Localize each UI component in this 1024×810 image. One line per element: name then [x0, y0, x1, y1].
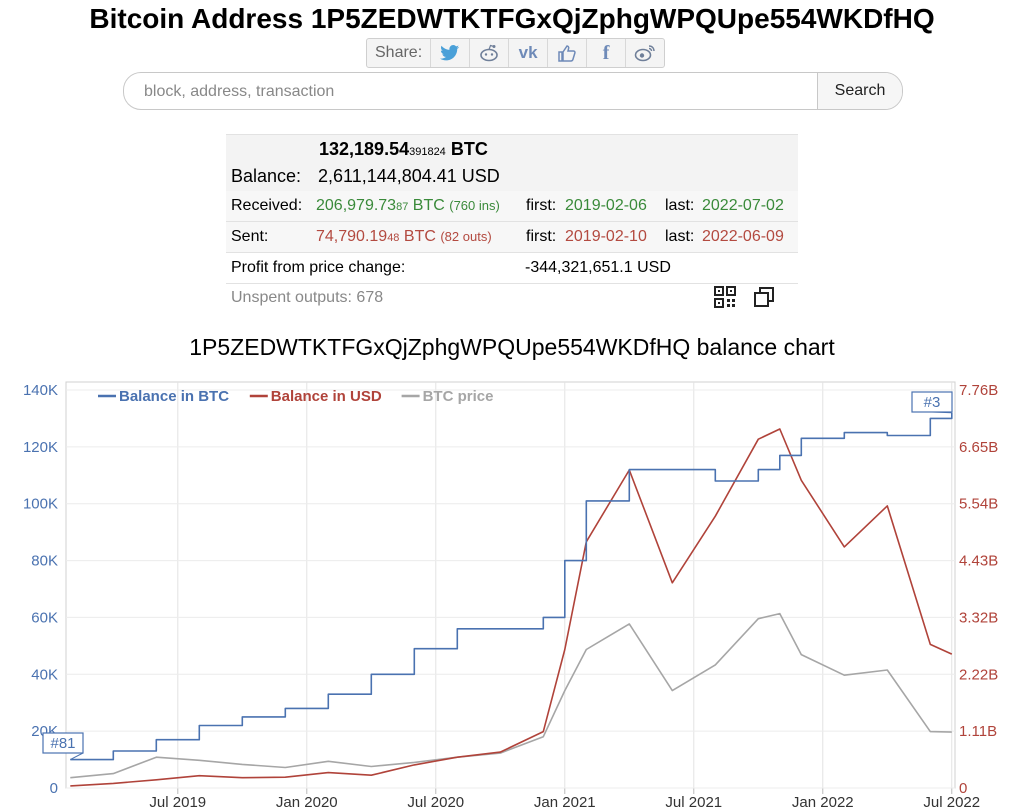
- flag-pointer: [70, 752, 84, 761]
- unspent-outputs[interactable]: Unspent outputs: 678: [231, 289, 384, 306]
- unspent-row: Unspent outputs: 678: [226, 284, 798, 314]
- y-right-tick-label: 5.54B: [959, 496, 998, 513]
- profit-value: -344,321,651.1 USD: [525, 259, 671, 276]
- series-line-btc-price: [70, 612, 952, 779]
- search-box: Search: [123, 72, 903, 110]
- profit-label: Profit from price change:: [231, 259, 406, 276]
- legend-item[interactable]: Balance in BTC: [98, 388, 229, 405]
- x-tick-label: Jul 2022: [923, 794, 980, 810]
- legend-label: Balance in USD: [271, 388, 382, 405]
- y-left-tick-label: 40K: [31, 666, 58, 683]
- sent-main: 74,790.19: [316, 228, 388, 245]
- series-line-balance-in-usd: [70, 428, 953, 787]
- y-right-tick-label: 1.11B: [959, 723, 997, 740]
- balance-btc-fraction: 391824: [409, 146, 446, 158]
- flag-label: #3: [924, 394, 941, 411]
- flag-label: #81: [50, 735, 75, 752]
- y-right-tick-label: 3.32B: [959, 609, 998, 626]
- weibo-icon[interactable]: [626, 39, 664, 67]
- received-row: Received: 206,979.7387 BTC (760 ins) fir…: [226, 191, 798, 222]
- sent-label: Sent:: [231, 228, 269, 245]
- y-right-tick-label: 4.43B: [959, 553, 998, 570]
- flag-box: [42, 732, 84, 754]
- legend-label: Balance in BTC: [119, 388, 229, 405]
- qr-code-icon[interactable]: [714, 286, 736, 313]
- x-tick-label: Jul 2019: [149, 794, 206, 810]
- received-first-label: first:: [526, 197, 557, 214]
- balance-btc-main: 132,189.54: [319, 139, 410, 159]
- sent-amount: 74,790.1948 BTC (82 outs): [316, 228, 492, 246]
- y-left-tick-label: 120K: [23, 439, 58, 456]
- y-right-tick-label: 0: [959, 780, 967, 797]
- x-tick-label: Jan 2022: [792, 794, 854, 810]
- x-tick-label: Jan 2020: [276, 794, 338, 810]
- sent-fraction: 48: [387, 232, 400, 244]
- reddit-icon[interactable]: [470, 39, 510, 67]
- received-main: 206,979.73: [316, 197, 397, 214]
- y-left-tick-label: 100K: [23, 496, 58, 513]
- balance-btc-unit: BTC: [450, 139, 488, 159]
- chart-title: 1P5ZEDWTKTFGxQjZphgWPQUpe554WKDfHQ balan…: [189, 334, 835, 360]
- received-label: Received:: [231, 197, 303, 214]
- profit-row: Profit from price change: -344,321,651.1…: [226, 253, 798, 284]
- series-line-balance-in-btc: [70, 412, 953, 761]
- sent-last-label: last:: [665, 228, 695, 245]
- y-left-tick-label: 140K: [23, 382, 58, 399]
- y-right-tick-label: 6.65B: [959, 439, 998, 456]
- legend-item[interactable]: BTC price: [401, 388, 494, 405]
- x-tick-label: Jul 2020: [407, 794, 464, 810]
- flag-pointer: [931, 411, 952, 414]
- facebook-icon[interactable]: f: [587, 39, 627, 67]
- sent-first-label: first:: [526, 228, 557, 245]
- x-tick-label: Jan 2021: [534, 794, 596, 810]
- received-count: (760 ins): [449, 198, 500, 213]
- twitter-icon[interactable]: [431, 39, 471, 67]
- received-fraction: 87: [396, 201, 409, 213]
- received-last: 2022-07-02: [702, 197, 784, 214]
- sent-unit: BTC: [403, 228, 436, 245]
- received-unit: BTC: [412, 197, 445, 214]
- y-right-tick-label: 2.22B: [959, 666, 998, 683]
- search-input[interactable]: [142, 73, 816, 109]
- page-title: Bitcoin Address 1P5ZEDWTKTFGxQjZphgWPQUp…: [89, 3, 935, 34]
- received-first: 2019-02-06: [565, 197, 647, 214]
- vk-icon[interactable]: vk: [509, 39, 549, 67]
- y-left-tick-label: 60K: [31, 609, 58, 626]
- share-label: Share:: [367, 39, 432, 67]
- balance-label: Balance:: [231, 166, 302, 186]
- legend-label: BTC price: [423, 388, 494, 405]
- search-button[interactable]: Search: [817, 73, 902, 109]
- received-amount: 206,979.7387 BTC (760 ins): [316, 197, 500, 215]
- sent-row: Sent: 74,790.1948 BTC (82 outs) first: 2…: [226, 222, 798, 253]
- legend-item[interactable]: Balance in USD: [249, 388, 382, 405]
- sent-count: (82 outs): [440, 229, 492, 244]
- sent-first: 2019-02-10: [565, 228, 647, 245]
- sent-last: 2022-06-09: [702, 228, 784, 245]
- share-bar: Share: vk f: [366, 38, 666, 68]
- received-last-label: last:: [665, 197, 695, 214]
- y-left-tick-label: 80K: [31, 553, 58, 570]
- balance-usd: 2,611,144,804.41 USD: [318, 166, 500, 186]
- copy-icon[interactable]: [753, 286, 775, 313]
- y-left-tick-label: 0: [50, 780, 58, 797]
- balance-btc: 132,189.54391824 BTC: [319, 139, 488, 160]
- x-tick-label: Jul 2021: [665, 794, 722, 810]
- like-icon[interactable]: [548, 39, 588, 67]
- y-right-tick-label: 7.76B: [959, 382, 998, 399]
